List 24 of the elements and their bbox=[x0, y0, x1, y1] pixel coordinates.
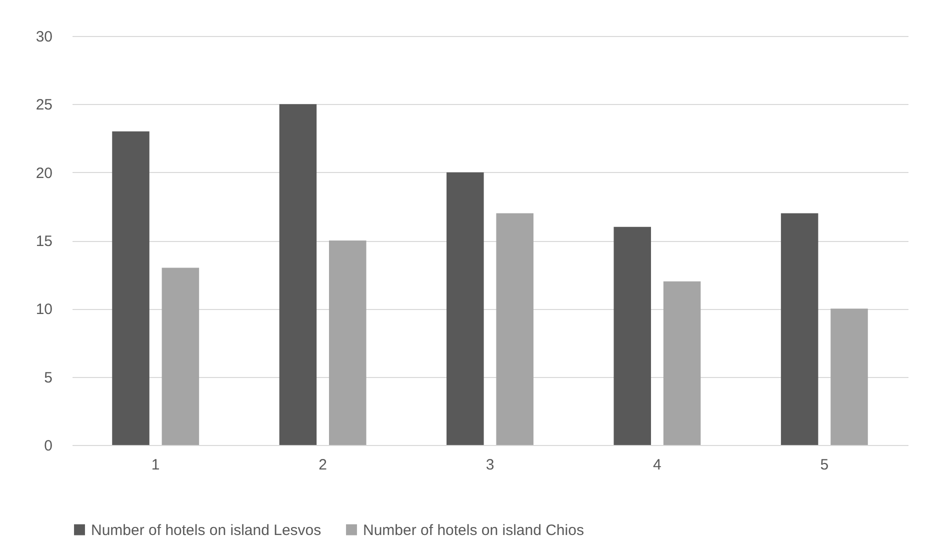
bar bbox=[496, 213, 534, 445]
x-tick-label: 4 bbox=[653, 456, 662, 474]
y-tick-label: 5 bbox=[44, 369, 52, 386]
y-tick-label: 30 bbox=[36, 28, 52, 46]
bar bbox=[446, 172, 484, 445]
bar bbox=[614, 226, 651, 445]
x-tick-label: 1 bbox=[151, 456, 160, 474]
bar bbox=[112, 131, 150, 445]
bar bbox=[663, 281, 701, 445]
bar bbox=[279, 104, 317, 445]
y-tick-label: 15 bbox=[36, 233, 52, 250]
y-tick-label: 0 bbox=[44, 438, 52, 454]
x-tick-label: 5 bbox=[820, 456, 829, 474]
bar bbox=[830, 308, 868, 445]
bar bbox=[780, 213, 818, 445]
y-tick-label: 10 bbox=[36, 301, 52, 318]
bar bbox=[162, 268, 200, 445]
y-tick-label: 20 bbox=[36, 164, 52, 182]
y-tick-label: 25 bbox=[36, 96, 52, 114]
x-tick-label: 3 bbox=[486, 456, 494, 474]
legend-label: Number of hotels on island Chios bbox=[363, 522, 584, 539]
bar bbox=[329, 240, 366, 445]
x-tick-label: 2 bbox=[318, 456, 327, 474]
legend-label: Number of hotels on island Lesvos bbox=[91, 522, 322, 539]
